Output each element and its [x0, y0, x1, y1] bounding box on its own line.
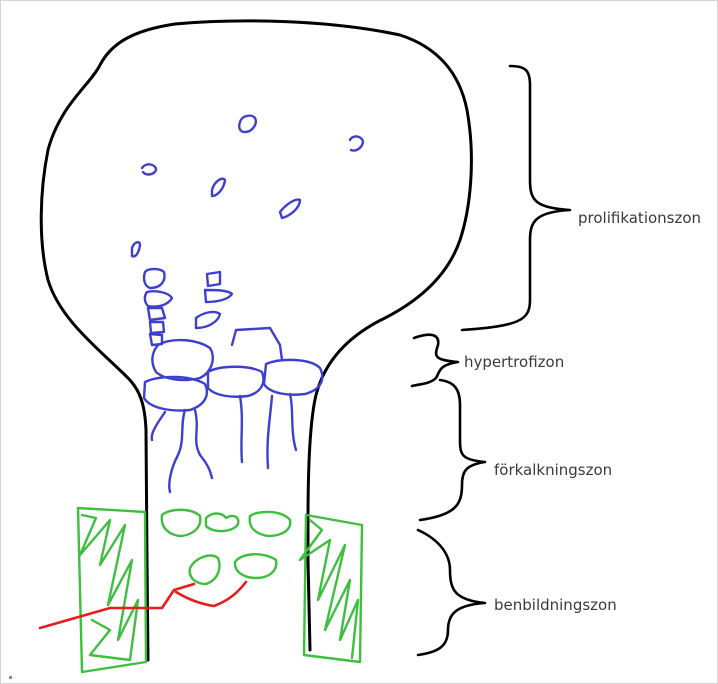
cell — [151, 338, 214, 382]
calc-line — [288, 392, 298, 452]
bone-tissue — [76, 506, 364, 674]
cell — [142, 267, 166, 290]
calc-line — [238, 394, 244, 464]
calc-line — [266, 394, 274, 470]
cell — [203, 288, 234, 304]
corner-marker — [9, 676, 12, 679]
bone-cell — [204, 512, 240, 533]
bone-hatch-right — [298, 518, 360, 660]
bone-cell — [188, 554, 221, 586]
bone-outline-left — [39, 19, 473, 662]
cell — [278, 198, 302, 220]
cell-column-line — [230, 326, 284, 362]
cell — [238, 114, 257, 134]
bone-block-right — [302, 513, 364, 664]
brace-benbildning — [416, 528, 487, 657]
label-forkalkningszon: förkalkningszon — [494, 461, 613, 479]
bone-cell — [248, 510, 292, 538]
bone-cell — [160, 508, 202, 538]
cell — [206, 365, 265, 398]
cell-columns — [142, 267, 234, 347]
label-prolifikationszon: prolifikationszon — [578, 209, 702, 227]
bone-cell — [233, 553, 278, 580]
brace-hypertrofi — [410, 333, 460, 388]
label-hypertrofizon: hypertrofizon — [464, 353, 565, 371]
calc-line — [168, 408, 187, 494]
cell — [194, 310, 222, 330]
blood-vessel — [38, 580, 248, 630]
cell — [205, 270, 222, 288]
cell — [130, 240, 142, 258]
brace-prolifikation — [460, 64, 572, 332]
cell — [140, 163, 158, 176]
cell — [148, 320, 166, 335]
cell — [142, 375, 209, 412]
bone-hatch-left — [78, 513, 140, 662]
calc-line — [193, 408, 214, 480]
cell — [348, 135, 365, 152]
calcification-lines — [150, 392, 298, 494]
proliferation-cells — [130, 114, 365, 258]
brace-forkalkning — [418, 378, 487, 522]
cell — [262, 358, 324, 396]
label-benbildningszon: benbildningszon — [494, 596, 617, 614]
cell — [210, 177, 227, 198]
hypertrophic-cells — [142, 326, 324, 412]
cell — [146, 306, 167, 322]
calc-line — [150, 410, 167, 442]
cell — [143, 290, 174, 308]
